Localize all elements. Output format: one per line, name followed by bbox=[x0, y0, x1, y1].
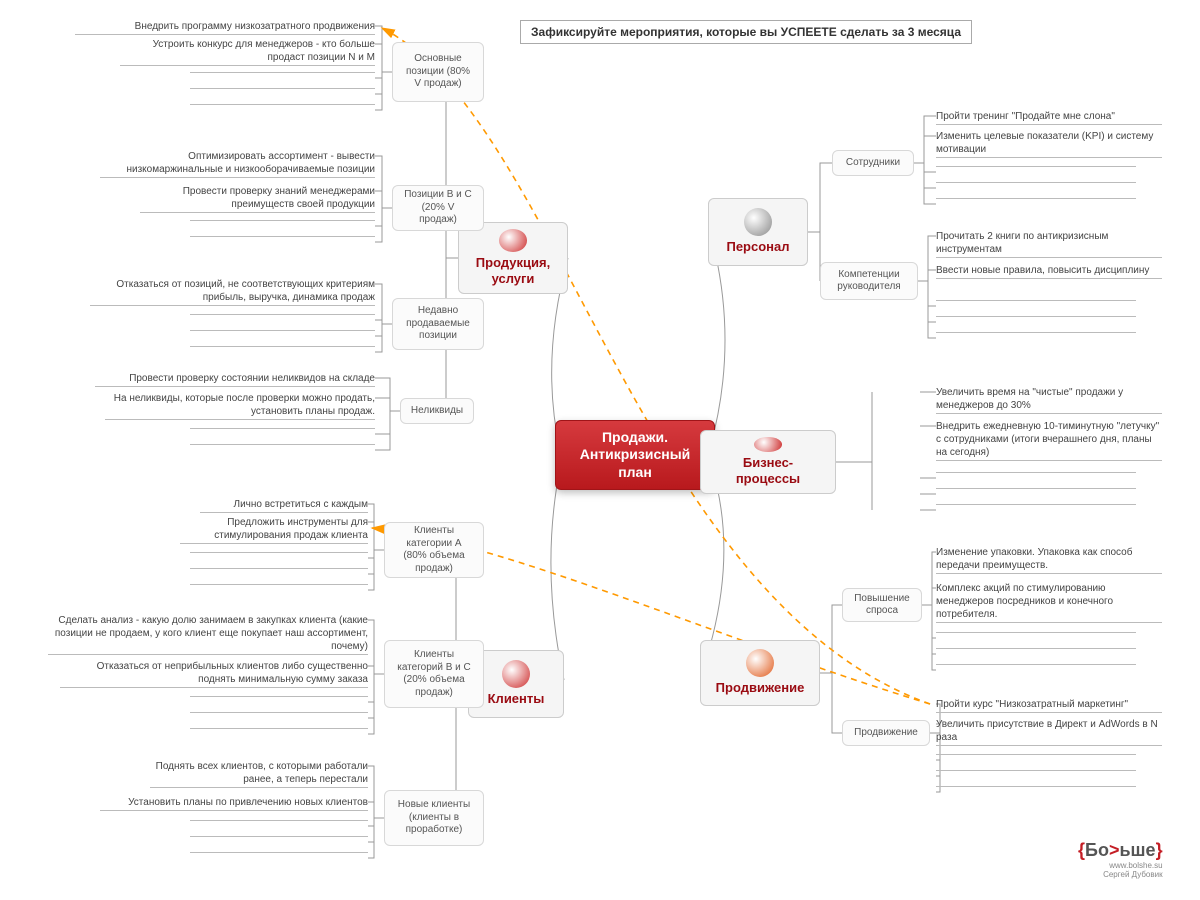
leaf-item: Установить планы по привлечению новых кл… bbox=[100, 796, 368, 811]
sub-pr_a: Повышение спроса bbox=[842, 588, 922, 622]
logo-author: Сергей Дубовик bbox=[1078, 870, 1163, 879]
header-instruction: Зафиксируйте мероприятия, которые вы УСП… bbox=[520, 20, 972, 44]
blank-line bbox=[190, 236, 375, 237]
sub-cli_b: Клиенты категорий B и C (20% объема прод… bbox=[384, 640, 484, 708]
blank-line bbox=[936, 300, 1136, 301]
blank-line bbox=[190, 728, 368, 729]
blank-line bbox=[190, 568, 368, 569]
leaf-item: Поднять всех клиентов, с которыми работа… bbox=[150, 760, 368, 788]
blank-line bbox=[936, 488, 1136, 489]
process-icon bbox=[754, 437, 782, 452]
leaf-item: Изменение упаковки. Упаковка как способ … bbox=[936, 546, 1162, 574]
leaf-item: Внедрить ежедневную 10-тиминутную "летуч… bbox=[936, 420, 1162, 461]
branch-promo: Продвижение bbox=[700, 640, 820, 706]
leaf-item: Провести проверку знаний менеджерами пре… bbox=[140, 185, 375, 213]
leaf-item: Комплекс акций по стимулированию менедже… bbox=[936, 582, 1162, 623]
sub-prod_b: Позиции B и C (20% V продаж) bbox=[392, 185, 484, 231]
sub-cli_a: Клиенты категории А (80% объема продаж) bbox=[384, 522, 484, 578]
blank-line bbox=[190, 104, 375, 105]
sub-cli_c: Новые клиенты (клиенты в проработке) bbox=[384, 790, 484, 846]
leaf-item: Прочитать 2 книги по антикризисным инстр… bbox=[936, 230, 1162, 258]
blank-line bbox=[190, 552, 368, 553]
leaf-item: Внедрить программу низкозатратного продв… bbox=[75, 20, 375, 35]
sub-prod_d: Неликвиды bbox=[400, 398, 474, 424]
blank-line bbox=[936, 786, 1136, 787]
blank-line bbox=[190, 346, 375, 347]
blank-line bbox=[190, 852, 368, 853]
blank-line bbox=[190, 330, 375, 331]
leaf-item: Изменить целевые показатели (KPI) и сист… bbox=[936, 130, 1162, 158]
promo-icon bbox=[746, 649, 774, 677]
blank-line bbox=[936, 770, 1136, 771]
leaf-item: Увеличить время на "чистые" продажи у ме… bbox=[936, 386, 1162, 414]
leaf-item: Сделать анализ - какую долю занимаем в з… bbox=[48, 614, 368, 655]
leaf-item: Пройти тренинг "Продайте мне слона" bbox=[936, 110, 1162, 125]
leaf-item: Предложить инструменты для стимулировани… bbox=[180, 516, 368, 544]
blank-line bbox=[936, 632, 1136, 633]
staff-icon bbox=[744, 208, 772, 236]
sub-pr_b: Продвижение bbox=[842, 720, 930, 746]
blank-line bbox=[936, 648, 1136, 649]
branch-products: Продукция,услуги bbox=[458, 222, 568, 294]
leaf-item: Оптимизировать ассортимент - вывести низ… bbox=[100, 150, 375, 178]
clients-icon bbox=[502, 660, 530, 688]
blank-line bbox=[936, 182, 1136, 183]
blank-line bbox=[190, 72, 375, 73]
blank-line bbox=[190, 584, 368, 585]
center-node: Продажи.Антикризисныйплан bbox=[555, 420, 715, 490]
blank-line bbox=[936, 754, 1136, 755]
sub-st_a: Сотрудники bbox=[832, 150, 914, 176]
leaf-item: Пройти курс "Низкозатратный маркетинг" bbox=[936, 698, 1162, 713]
branch-staff: Персонал bbox=[708, 198, 808, 266]
blank-line bbox=[190, 712, 368, 713]
blank-line bbox=[190, 696, 368, 697]
blank-line bbox=[936, 166, 1136, 167]
leaf-item: Провести проверку состоянии неликвидов н… bbox=[95, 372, 375, 387]
blank-line bbox=[936, 198, 1136, 199]
blank-line bbox=[936, 316, 1136, 317]
leaf-item: Увеличить присутствие в Директ и AdWords… bbox=[936, 718, 1162, 746]
sub-prod_c: Недавно продаваемые позиции bbox=[392, 298, 484, 350]
blank-line bbox=[190, 428, 375, 429]
blank-line bbox=[190, 836, 368, 837]
leaf-item: Отказаться от позиций, не соответствующи… bbox=[90, 278, 375, 306]
blank-line bbox=[936, 332, 1136, 333]
blank-line bbox=[190, 314, 375, 315]
leaf-item: На неликвиды, которые после проверки мож… bbox=[105, 392, 375, 420]
leaf-item: Устроить конкурс для менеджеров - кто бо… bbox=[120, 38, 375, 66]
sub-st_b: Компетенции руководителя bbox=[820, 262, 918, 300]
blank-line bbox=[936, 504, 1136, 505]
logo-site: www.bolshe.su bbox=[1078, 861, 1163, 870]
leaf-item: Ввести новые правила, повысить дисциплин… bbox=[936, 264, 1162, 279]
products-icon bbox=[499, 229, 527, 252]
blank-line bbox=[936, 664, 1136, 665]
blank-line bbox=[190, 820, 368, 821]
logo-block: {Бо>ьше} www.bolshe.su Сергей Дубовик bbox=[1078, 840, 1163, 879]
blank-line bbox=[190, 220, 375, 221]
branch-process: Бизнес-процессы bbox=[700, 430, 836, 494]
leaf-item: Лично встретиться с каждым bbox=[200, 498, 368, 513]
blank-line bbox=[190, 88, 375, 89]
sub-prod_a: Основные позиции (80% V продаж) bbox=[392, 42, 484, 102]
blank-line bbox=[190, 444, 375, 445]
leaf-item: Отказаться от неприбыльных клиентов либо… bbox=[60, 660, 368, 688]
blank-line bbox=[936, 472, 1136, 473]
